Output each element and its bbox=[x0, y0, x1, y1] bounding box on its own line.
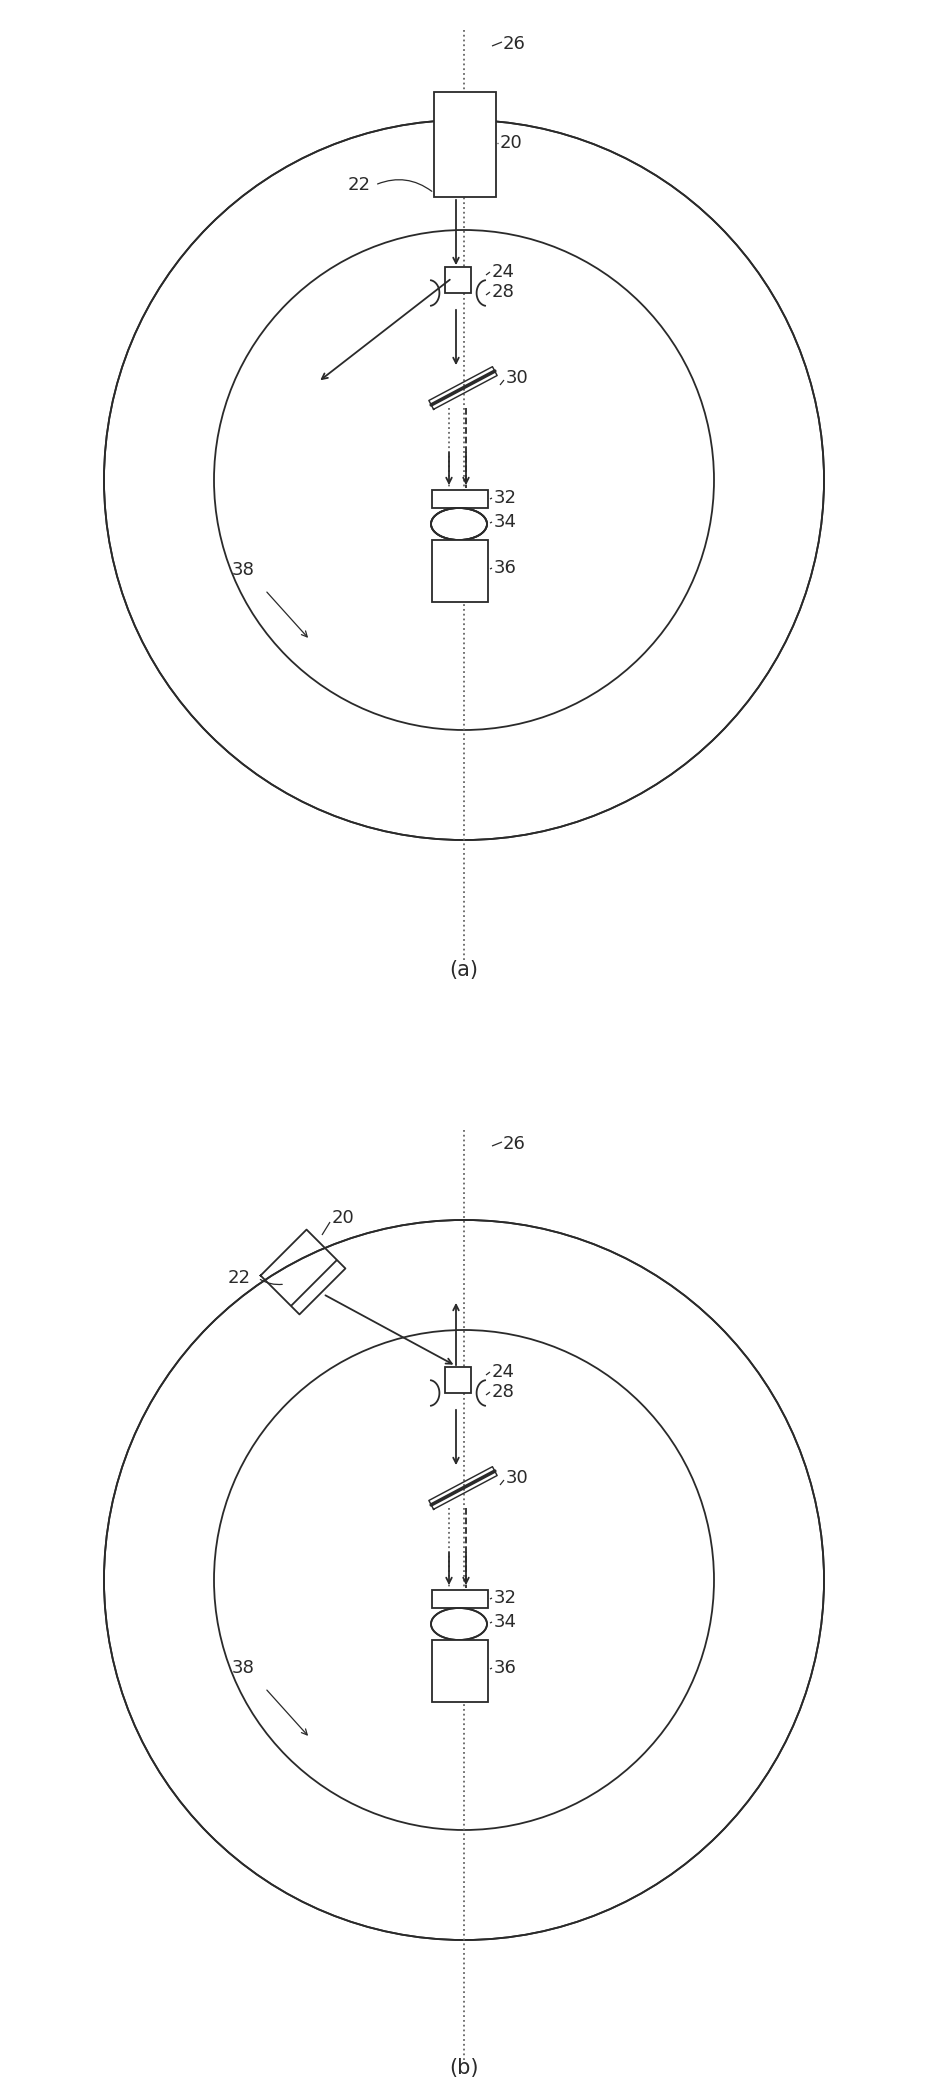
Text: 24: 24 bbox=[491, 1363, 514, 1382]
Text: 22: 22 bbox=[228, 1268, 250, 1287]
Bar bbox=[432, 540, 488, 603]
Text: 26: 26 bbox=[502, 36, 526, 52]
Text: 36: 36 bbox=[493, 1659, 516, 1678]
Ellipse shape bbox=[430, 508, 487, 540]
Text: 30: 30 bbox=[505, 370, 528, 386]
Bar bbox=[432, 489, 488, 508]
Text: 22: 22 bbox=[348, 176, 371, 193]
Text: 36: 36 bbox=[493, 559, 516, 578]
Text: 34: 34 bbox=[493, 512, 516, 531]
Text: 38: 38 bbox=[232, 561, 255, 580]
Text: 24: 24 bbox=[491, 262, 514, 281]
Ellipse shape bbox=[430, 1609, 487, 1640]
Circle shape bbox=[104, 120, 823, 840]
Text: 32: 32 bbox=[493, 1590, 516, 1606]
Text: 30: 30 bbox=[505, 1470, 528, 1487]
Bar bbox=[432, 1590, 488, 1609]
Text: 26: 26 bbox=[502, 1134, 526, 1153]
Bar bbox=[434, 92, 495, 197]
Text: (a): (a) bbox=[449, 960, 478, 981]
Text: 38: 38 bbox=[232, 1659, 255, 1678]
Text: 20: 20 bbox=[332, 1210, 354, 1226]
Bar bbox=[432, 1640, 488, 1701]
Text: 28: 28 bbox=[491, 1384, 514, 1401]
Text: (b): (b) bbox=[449, 2058, 478, 2079]
Text: 34: 34 bbox=[493, 1613, 516, 1632]
Bar bbox=[445, 1367, 471, 1392]
Text: 32: 32 bbox=[493, 489, 516, 506]
Text: 20: 20 bbox=[500, 134, 522, 151]
Bar bbox=[445, 267, 471, 294]
Circle shape bbox=[104, 1220, 823, 1940]
Text: 28: 28 bbox=[491, 284, 514, 300]
